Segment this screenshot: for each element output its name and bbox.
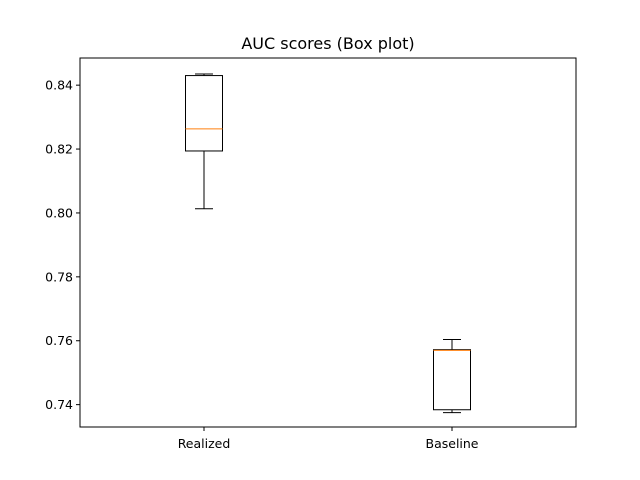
x-tick-label: Baseline <box>426 436 479 451</box>
iqr-box <box>185 75 223 152</box>
y-tick-label: 0.84 <box>45 78 73 93</box>
y-tick-label: 0.82 <box>45 142 73 157</box>
box-group <box>433 338 471 414</box>
plot-area-frame <box>79 57 577 428</box>
y-tick-label: 0.74 <box>45 397 73 412</box>
y-tick-label: 0.76 <box>45 333 73 348</box>
box-group <box>185 73 223 210</box>
chart-title: AUC scores (Box plot) <box>241 34 414 53</box>
x-tick-label: Realized <box>178 436 231 451</box>
y-tick-label: 0.80 <box>45 205 73 220</box>
iqr-box <box>433 349 471 411</box>
y-tick-label: 0.78 <box>45 269 73 284</box>
